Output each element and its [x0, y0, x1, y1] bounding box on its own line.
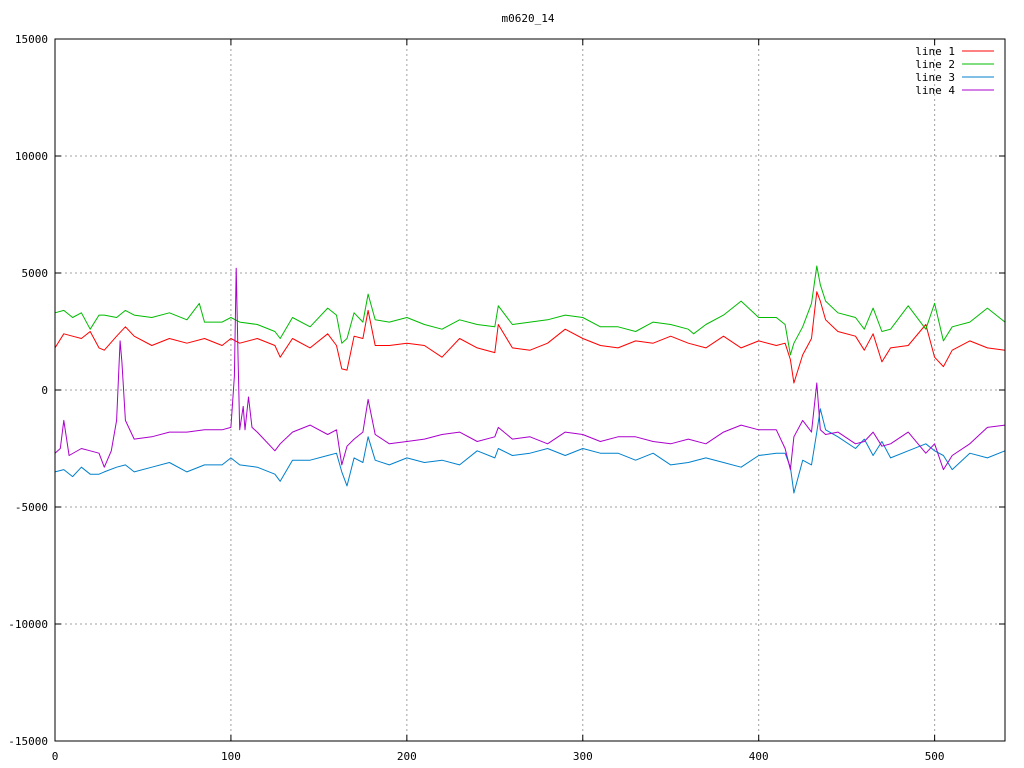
y-tick-label: -15000	[8, 735, 48, 748]
series-lines	[54, 265, 1006, 494]
x-tick-label: 0	[52, 750, 59, 763]
legend-label: line 2	[915, 58, 955, 71]
y-tick-label: 0	[41, 384, 48, 397]
series-line-3	[54, 408, 1006, 494]
gridlines	[55, 39, 1005, 741]
x-tick-label: 200	[397, 750, 417, 763]
y-tick-label: 5000	[22, 267, 49, 280]
x-tick-label: 400	[749, 750, 769, 763]
chart-title: m0620_14	[502, 12, 555, 25]
y-tick-label: 15000	[15, 33, 48, 46]
x-tick-label: 500	[925, 750, 945, 763]
legend-label: line 1	[915, 45, 955, 58]
y-tick-label: 10000	[15, 150, 48, 163]
series-line-4	[54, 267, 1006, 471]
series-line-2	[54, 265, 1006, 356]
axis-ticks: 0 100 200 300 400 500 -15000 -10000 -5000 0 5000 10…	[8, 33, 1005, 763]
x-tick-label: 100	[221, 750, 241, 763]
x-tick-label: 300	[573, 750, 593, 763]
y-tick-label: -5000	[15, 501, 48, 514]
series-line-1	[54, 291, 1006, 384]
legend-label: line 4	[915, 84, 955, 97]
y-tick-label: -10000	[8, 618, 48, 631]
legend-label: line 3	[915, 71, 955, 84]
